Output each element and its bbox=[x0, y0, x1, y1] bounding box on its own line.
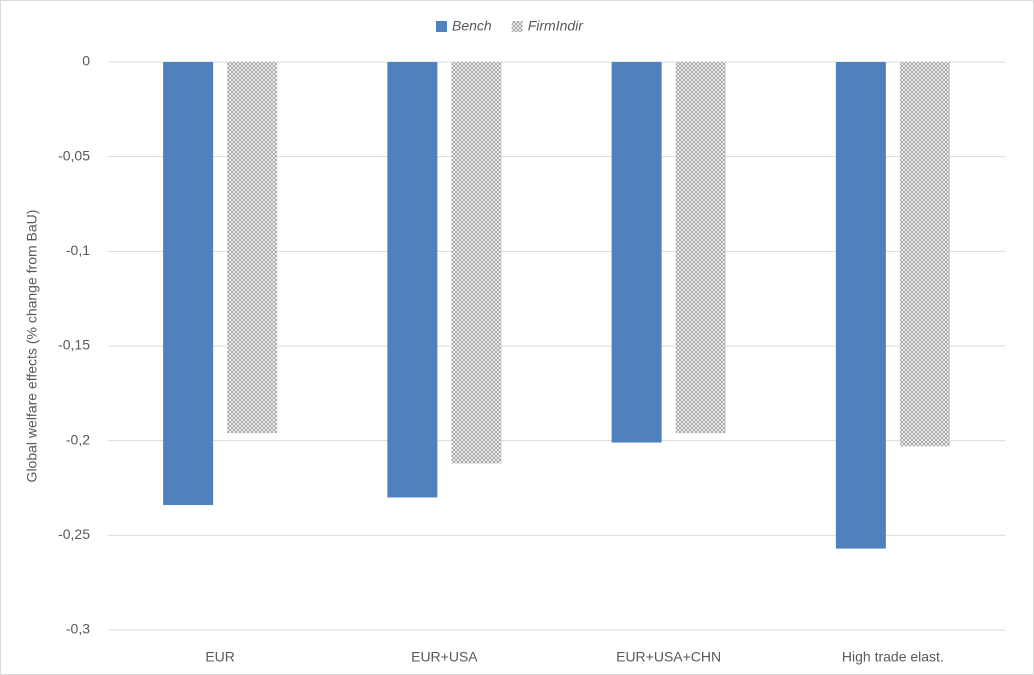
bar bbox=[163, 62, 214, 506]
y-tick-label: -0,25 bbox=[58, 526, 90, 542]
y-tick-label: -0,2 bbox=[66, 431, 90, 447]
bar bbox=[611, 62, 662, 443]
y-tick-label: 0 bbox=[82, 53, 90, 69]
y-axis-label: Global welfare effects (% change from Ba… bbox=[24, 210, 40, 483]
y-tick-label: -0,15 bbox=[58, 337, 90, 353]
legend-label: FirmIndir bbox=[528, 18, 585, 34]
bar bbox=[451, 62, 502, 464]
x-tick-label: High trade elast. bbox=[842, 649, 944, 665]
x-tick-label: EUR+USA bbox=[411, 649, 478, 665]
x-tick-label: EUR bbox=[205, 649, 235, 665]
legend-swatch bbox=[436, 21, 447, 32]
y-tick-label: -0,05 bbox=[58, 147, 90, 163]
y-tick-label: -0,3 bbox=[66, 621, 90, 637]
legend-swatch bbox=[511, 21, 523, 32]
bar bbox=[387, 62, 438, 498]
y-tick-label: -0,1 bbox=[66, 242, 90, 258]
bar bbox=[227, 62, 278, 434]
x-tick-label: EUR+USA+CHN bbox=[616, 649, 721, 665]
bar bbox=[899, 62, 950, 447]
bar bbox=[835, 62, 886, 549]
bar bbox=[675, 62, 726, 434]
legend-label: Bench bbox=[452, 18, 492, 34]
